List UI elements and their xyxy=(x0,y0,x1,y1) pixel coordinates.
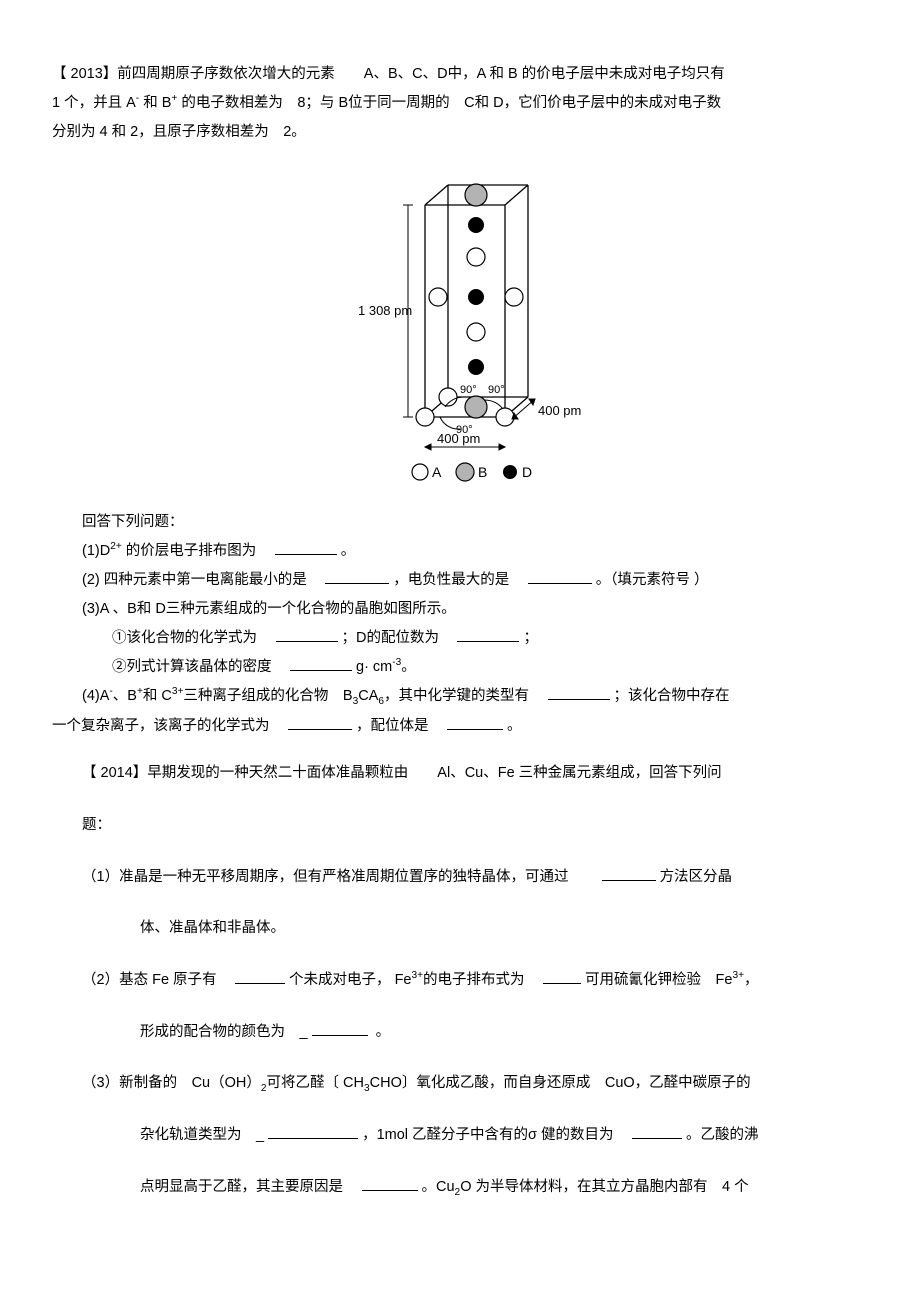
intro-line2: 1 个，并且 A- 和 B+ 的电子数相差为 8；与 B位于同一周期的 C和 D… xyxy=(52,89,868,118)
blank xyxy=(325,569,389,585)
atom-B xyxy=(465,184,487,206)
atom-A xyxy=(416,408,434,426)
intro-paragraph: 【 2013】前四周期原子序数依次增大的元素 A、B、C、D中，A 和 B 的价… xyxy=(52,60,868,89)
atom-A xyxy=(467,248,485,266)
dim-1308: 1 308 pm xyxy=(358,303,412,318)
atom-D xyxy=(468,217,484,233)
q1-3: (3)A 、B和 D三种元素组成的一个化合物的晶胞如图所示。 xyxy=(52,595,868,624)
q1-2: (2) 四种元素中第一电离能最小的是 ，电负性最大的是 。（填元素符号 ） xyxy=(52,566,868,595)
angle-label: 90° xyxy=(488,384,505,396)
q2-intro2: 题： xyxy=(52,807,868,845)
q1-3ii: ②列式计算该晶体的密度 g· cm-3。 xyxy=(52,653,868,682)
blank xyxy=(235,968,285,984)
blank xyxy=(602,865,656,881)
intro-line3: 分别为 4 和 2，且原子序数相差为 2。 xyxy=(52,118,868,147)
atom-A xyxy=(429,288,447,306)
atom-B xyxy=(465,396,487,418)
blank xyxy=(276,627,338,643)
legend-D-icon xyxy=(503,465,517,479)
legend-A-label: A xyxy=(432,464,442,480)
q2-intro: 【 2014】早期发现的一种天然二十面体准晶颗粒由 Al、Cu、Fe 三种金属元… xyxy=(52,755,868,793)
dim-400-diag: 400 pm xyxy=(538,403,581,418)
year-tag-2013: 【 2013】 xyxy=(52,66,117,82)
q2-1a: （1）准晶是一种无平移周期序，但有严格准周期位置序的独特晶体，可通过 方法区分晶 xyxy=(52,859,868,897)
crystal-diagram: 90° 90° 90° 1 308 pm 400 pm xyxy=(52,157,868,498)
blank xyxy=(290,656,352,672)
q1-3i: ①该化合物的化学式为 ；D的配位数为 ； xyxy=(52,624,868,653)
q1-4a: (4)A-、B+和 C3+三种离子组成的化合物 B3CA6，其中化学键的类型有 … xyxy=(52,682,868,712)
q2-3a: （3）新制备的 Cu（OH）2可将乙醛〔 CH3CHO〕氧化成乙酸，而自身还原成… xyxy=(52,1065,868,1103)
q2-3c: 点明显高于乙醛，其主要原因是 。Cu2O 为半导体材料，在其立方晶胞内部有 4 … xyxy=(52,1169,868,1207)
legend-D-label: D xyxy=(522,464,532,480)
blank xyxy=(275,540,337,556)
section-2014: 【 2014】早期发现的一种天然二十面体准晶颗粒由 Al、Cu、Fe 三种金属元… xyxy=(52,755,868,1206)
blank xyxy=(268,1124,358,1140)
blank xyxy=(447,715,503,731)
legend-B-label: B xyxy=(478,464,487,480)
atom-D xyxy=(468,289,484,305)
legend-A-icon xyxy=(412,464,428,480)
q2-1b: 体、准晶体和非晶体。 xyxy=(52,910,868,948)
crystal-svg: 90° 90° 90° 1 308 pm 400 pm xyxy=(330,157,590,487)
year-tag-2014: 【 2014】 xyxy=(82,765,147,781)
atom-A xyxy=(505,288,523,306)
legend-B-icon xyxy=(456,463,474,481)
dim-400-h: 400 pm xyxy=(437,431,480,446)
blank xyxy=(362,1175,418,1191)
atom-D xyxy=(468,359,484,375)
q1-lead: 回答下列问题： xyxy=(52,508,868,537)
q2-3b: 杂化轨道类型为 _，1mol 乙醛分子中含有的σ 健的数目为 。乙酸的沸 xyxy=(52,1117,868,1155)
angle-label: 90° xyxy=(460,384,477,396)
blank xyxy=(548,685,610,701)
blank xyxy=(312,1020,368,1036)
q2-2a: （2）基态 Fe 原子有 个未成对电子， Fe3+的电子排布式为 可用硫氰化钾检… xyxy=(52,962,868,1000)
atom-A xyxy=(496,408,514,426)
document-page: 【 2013】前四周期原子序数依次增大的元素 A、B、C、D中，A 和 B 的价… xyxy=(0,0,920,1260)
blank xyxy=(632,1124,682,1140)
intro-text-1: 前四周期原子序数依次增大的元素 A、B、C、D中，A 和 B 的价电子层中未成对… xyxy=(117,66,724,82)
blank xyxy=(528,569,592,585)
blank xyxy=(288,715,352,731)
q1-4b: 一个复杂离子，该离子的化学式为 ，配位体是 。 xyxy=(52,712,868,741)
q2-2b: 形成的配合物的颜色为 _ 。 xyxy=(52,1014,868,1052)
blank xyxy=(457,627,519,643)
q1-1: (1)D2+ 的价层电子排布图为 。 xyxy=(52,537,868,566)
blank xyxy=(543,968,581,984)
atom-A xyxy=(467,323,485,341)
